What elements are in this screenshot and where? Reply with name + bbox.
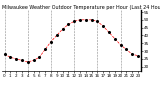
Point [55,35,58,36]
Text: Milwaukee Weather Outdoor Temperature per Hour (Last 24 Hours): Milwaukee Weather Outdoor Temperature pe… [2,5,160,10]
Point [96,21,99,22]
Point [73,21,75,22]
Point [15,58,17,60]
Point [113,38,116,39]
Point [84,19,87,21]
Point [38,57,41,58]
Point [44,49,46,50]
Point [119,44,122,46]
Point [32,60,35,61]
Point [9,57,12,58]
Point [108,32,110,33]
Point [67,24,70,25]
Point [137,55,139,56]
Point [131,54,133,55]
Point [61,28,64,30]
Point [26,61,29,63]
Point [21,60,23,61]
Point [90,19,93,21]
Point [50,41,52,42]
Point [3,54,6,55]
Point [102,25,104,27]
Point [125,49,128,50]
Point [79,19,81,21]
